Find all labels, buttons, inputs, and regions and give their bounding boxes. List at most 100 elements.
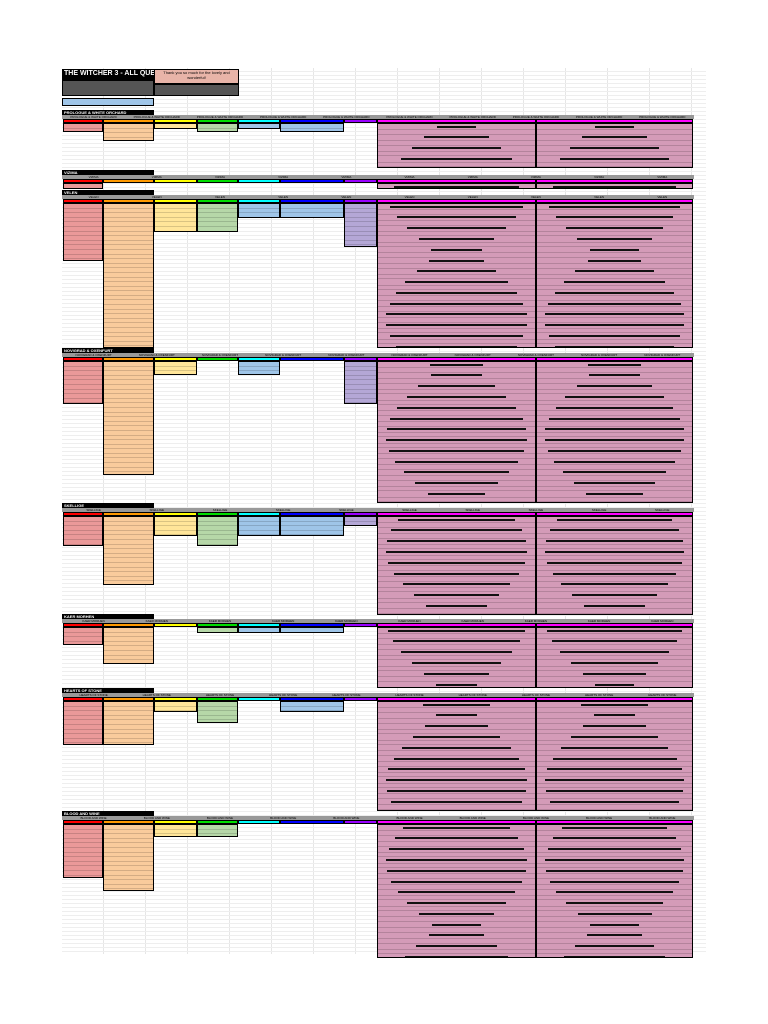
- quest-row[interactable]: [198, 711, 237, 716]
- quest-row[interactable]: [378, 757, 535, 763]
- quest-row[interactable]: [155, 362, 196, 367]
- quest-row[interactable]: [345, 376, 376, 381]
- quest-row[interactable]: [198, 227, 237, 231]
- quest-row[interactable]: [104, 660, 153, 663]
- quest-row[interactable]: [537, 460, 692, 466]
- quest-row[interactable]: [378, 768, 535, 773]
- quest-row[interactable]: [239, 526, 279, 531]
- quest-row[interactable]: [537, 725, 692, 730]
- quest-row[interactable]: [378, 363, 535, 369]
- quest-row[interactable]: [281, 213, 343, 217]
- quest-row[interactable]: [104, 124, 153, 129]
- quest-row[interactable]: [64, 848, 102, 853]
- quest-row[interactable]: [537, 439, 692, 444]
- quest-row[interactable]: [104, 577, 153, 582]
- quest-row[interactable]: [104, 282, 153, 287]
- quest-row[interactable]: [537, 945, 692, 950]
- quest-row[interactable]: [537, 629, 692, 635]
- quest-row[interactable]: [104, 549, 153, 554]
- quest-row[interactable]: [155, 531, 196, 535]
- quest-row[interactable]: [537, 221, 692, 226]
- quest-row[interactable]: [537, 449, 692, 455]
- quest-row[interactable]: [104, 227, 153, 232]
- quest-row[interactable]: [155, 227, 196, 231]
- quest-row[interactable]: [345, 517, 376, 522]
- quest-row[interactable]: [345, 390, 376, 395]
- quest-row[interactable]: [378, 296, 535, 302]
- quest-row[interactable]: [378, 185, 535, 188]
- quest-row[interactable]: [378, 227, 535, 232]
- quest-row[interactable]: [537, 227, 692, 232]
- quest-row[interactable]: [537, 534, 692, 539]
- quest-row[interactable]: [378, 945, 535, 950]
- quest-row[interactable]: [378, 406, 535, 412]
- quest-row[interactable]: [104, 300, 153, 306]
- quest-row[interactable]: [345, 367, 376, 372]
- quest-row[interactable]: [345, 232, 376, 237]
- quest-row[interactable]: [239, 124, 279, 128]
- quest-row[interactable]: [104, 380, 153, 385]
- quest-row[interactable]: [378, 939, 535, 944]
- quest-row[interactable]: [537, 757, 692, 763]
- quest-row[interactable]: [378, 476, 535, 481]
- quest-row[interactable]: [104, 422, 153, 427]
- quest-row[interactable]: [378, 561, 535, 567]
- quest-row[interactable]: [104, 739, 153, 744]
- quest-row[interactable]: [378, 545, 535, 550]
- quest-row[interactable]: [198, 209, 237, 214]
- quest-row[interactable]: [378, 136, 535, 141]
- quest-row[interactable]: [378, 302, 535, 308]
- quest-row[interactable]: [378, 784, 535, 789]
- quest-row[interactable]: [537, 912, 692, 918]
- quest-row[interactable]: [104, 241, 153, 246]
- quest-row[interactable]: [155, 218, 196, 223]
- quest-row[interactable]: [378, 735, 535, 741]
- quest-row[interactable]: [104, 458, 153, 464]
- quest-row[interactable]: [104, 403, 153, 408]
- quest-row[interactable]: [104, 296, 153, 301]
- quest-row[interactable]: [345, 380, 376, 385]
- quest-row[interactable]: [64, 245, 102, 250]
- quest-row[interactable]: [378, 334, 535, 340]
- quest-row[interactable]: [104, 825, 153, 830]
- quest-row[interactable]: [378, 449, 535, 455]
- quest-row[interactable]: [104, 628, 153, 633]
- quest-row[interactable]: [64, 522, 102, 527]
- quest-row[interactable]: [104, 725, 153, 730]
- quest-row[interactable]: [345, 213, 376, 218]
- quest-row[interactable]: [378, 917, 535, 923]
- quest-row[interactable]: [378, 934, 535, 939]
- quest-row[interactable]: [64, 866, 102, 871]
- quest-row[interactable]: [537, 444, 692, 449]
- quest-row[interactable]: [537, 794, 692, 800]
- quest-row[interactable]: [104, 259, 153, 264]
- quest-row[interactable]: [64, 857, 102, 862]
- quest-row[interactable]: [64, 526, 102, 531]
- quest-row[interactable]: [537, 406, 692, 412]
- quest-row[interactable]: [198, 702, 237, 707]
- quest-row[interactable]: [378, 950, 535, 955]
- quest-row[interactable]: [239, 628, 279, 632]
- quest-row[interactable]: [537, 746, 692, 752]
- quest-row[interactable]: [537, 885, 692, 890]
- quest-row[interactable]: [104, 445, 153, 450]
- quest-row[interactable]: [64, 250, 102, 255]
- quest-row[interactable]: [537, 465, 692, 470]
- quest-row[interactable]: [537, 784, 692, 789]
- quest-row[interactable]: [104, 413, 153, 418]
- quest-row[interactable]: [378, 433, 535, 438]
- quest-row[interactable]: [239, 522, 279, 527]
- quest-row[interactable]: [537, 634, 692, 639]
- quest-row[interactable]: [104, 853, 153, 858]
- quest-row[interactable]: [537, 751, 692, 756]
- quest-row[interactable]: [104, 291, 153, 296]
- quest-row[interactable]: [537, 329, 692, 334]
- quest-row[interactable]: [104, 730, 153, 735]
- quest-row[interactable]: [378, 661, 535, 667]
- quest-row[interactable]: [378, 523, 535, 528]
- quest-row[interactable]: [537, 385, 692, 390]
- quest-row[interactable]: [378, 677, 535, 682]
- quest-row[interactable]: [198, 222, 237, 227]
- quest-row[interactable]: [537, 498, 692, 502]
- quest-row[interactable]: [537, 768, 692, 773]
